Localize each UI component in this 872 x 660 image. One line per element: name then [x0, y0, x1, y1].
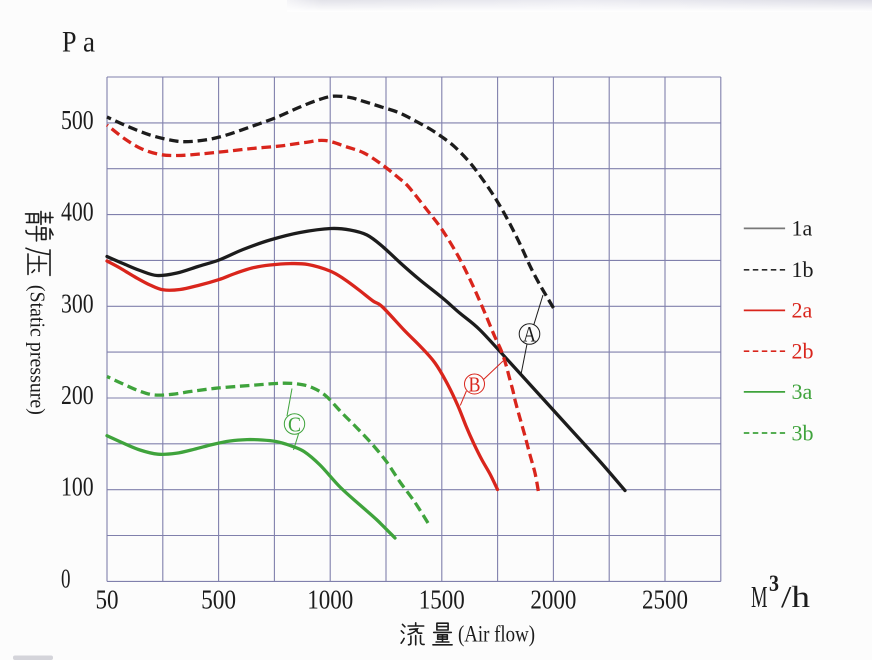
svg-text:/h: /h [781, 579, 811, 614]
svg-text:3a: 3a [792, 379, 813, 404]
svg-text:P: P [62, 26, 77, 59]
svg-text:a: a [83, 26, 95, 59]
svg-text:0: 0 [61, 563, 71, 593]
svg-text:M: M [751, 579, 768, 614]
svg-text:(Air flow): (Air flow) [458, 622, 535, 647]
svg-text:1500: 1500 [419, 585, 465, 615]
svg-text:500: 500 [61, 105, 94, 135]
svg-text:2a: 2a [792, 298, 813, 323]
svg-text:50: 50 [96, 585, 119, 615]
svg-text:3: 3 [769, 571, 779, 596]
svg-text:400: 400 [61, 197, 94, 227]
svg-text:2000: 2000 [530, 585, 576, 615]
svg-text:300: 300 [61, 288, 94, 318]
svg-text:2b: 2b [792, 339, 814, 364]
svg-text:3b: 3b [792, 420, 814, 445]
svg-text:100: 100 [61, 472, 94, 502]
svg-text:(Static pressure): (Static pressure) [26, 285, 50, 415]
svg-text:500: 500 [201, 585, 236, 615]
svg-text:1a: 1a [792, 216, 813, 241]
svg-text:B: B [469, 373, 481, 397]
svg-text:C: C [288, 413, 301, 437]
svg-text:A: A [523, 322, 536, 347]
svg-text:1b: 1b [792, 257, 814, 282]
svg-text:200: 200 [61, 380, 94, 410]
svg-text:2500: 2500 [642, 585, 688, 615]
svg-text:1000: 1000 [307, 585, 353, 615]
